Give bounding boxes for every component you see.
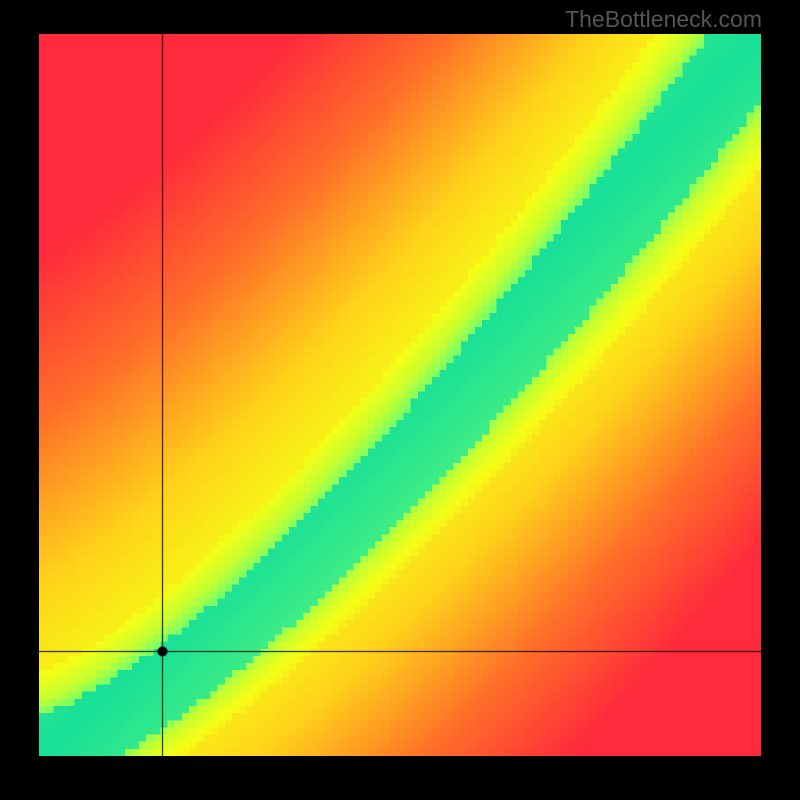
crosshair-overlay (39, 34, 761, 756)
watermark-text: TheBottleneck.com (565, 6, 762, 33)
chart-container: TheBottleneck.com (0, 0, 800, 800)
